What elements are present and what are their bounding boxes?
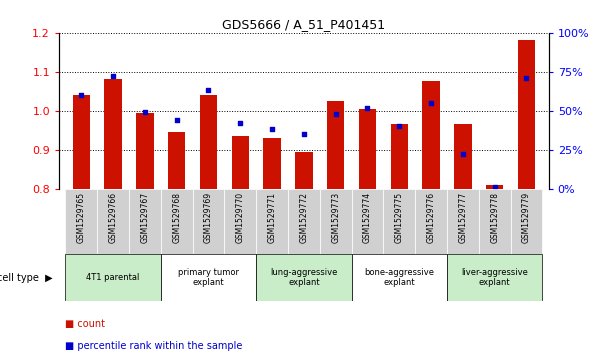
Bar [256,189,288,254]
Text: ■ percentile rank within the sample: ■ percentile rank within the sample [65,341,242,351]
Text: GSM1529774: GSM1529774 [363,192,372,243]
Bar [295,152,313,189]
Text: 4T1 parental: 4T1 parental [86,273,140,282]
Bar [136,113,153,189]
Point [172,117,181,123]
Text: GSM1529773: GSM1529773 [331,192,340,243]
Bar [160,189,192,254]
Text: GSM1529779: GSM1529779 [522,192,531,243]
Point [522,75,531,81]
Bar [231,136,249,189]
Text: GSM1529769: GSM1529769 [204,192,213,243]
Point [299,131,309,137]
Bar [359,109,376,189]
Bar [327,101,345,189]
Point [267,127,277,132]
Text: cell type  ▶: cell type ▶ [0,273,53,283]
Bar [168,132,185,189]
Text: liver-aggressive
explant: liver-aggressive explant [461,268,528,287]
Point [331,111,340,117]
Point [363,105,372,110]
Bar [352,254,447,301]
Bar [447,254,542,301]
Text: primary tumor
explant: primary tumor explant [178,268,239,287]
Text: GSM1529772: GSM1529772 [299,192,309,243]
Bar [486,185,503,189]
Bar [160,254,256,301]
Text: GSM1529777: GSM1529777 [458,192,467,243]
Text: GSM1529768: GSM1529768 [172,192,181,243]
Text: GSM1529771: GSM1529771 [267,192,277,243]
Bar [510,189,542,254]
Bar [65,189,97,254]
Text: GSM1529778: GSM1529778 [490,192,499,243]
Text: GSM1529775: GSM1529775 [395,192,404,243]
Bar [422,81,440,189]
Bar [192,189,224,254]
Point [427,100,436,106]
Bar [199,95,217,189]
Text: ■ count: ■ count [65,319,105,330]
Point [490,184,499,190]
Bar [65,254,160,301]
Text: GSM1529767: GSM1529767 [140,192,149,243]
Bar [352,189,384,254]
Text: lung-aggressive
explant: lung-aggressive explant [270,268,337,287]
Point [235,120,245,126]
Point [395,123,404,129]
Bar [391,125,408,189]
Point [77,92,86,98]
Title: GDS5666 / A_51_P401451: GDS5666 / A_51_P401451 [222,19,385,32]
Bar [73,95,90,189]
Bar [129,189,160,254]
Bar [104,79,122,189]
Bar [454,125,471,189]
Point [140,109,150,115]
Bar [320,189,352,254]
Text: GSM1529765: GSM1529765 [77,192,86,243]
Bar [478,189,510,254]
Bar [256,254,352,301]
Point [204,87,213,93]
Bar [517,40,535,189]
Text: GSM1529766: GSM1529766 [109,192,117,243]
Bar [415,189,447,254]
Bar [447,189,478,254]
Point [109,73,118,79]
Text: bone-aggressive
explant: bone-aggressive explant [364,268,434,287]
Bar [288,189,320,254]
Bar [263,138,281,189]
Bar [384,189,415,254]
Bar [224,189,256,254]
Text: GSM1529770: GSM1529770 [236,192,245,243]
Point [458,151,467,157]
Text: GSM1529776: GSM1529776 [427,192,435,243]
Bar [97,189,129,254]
